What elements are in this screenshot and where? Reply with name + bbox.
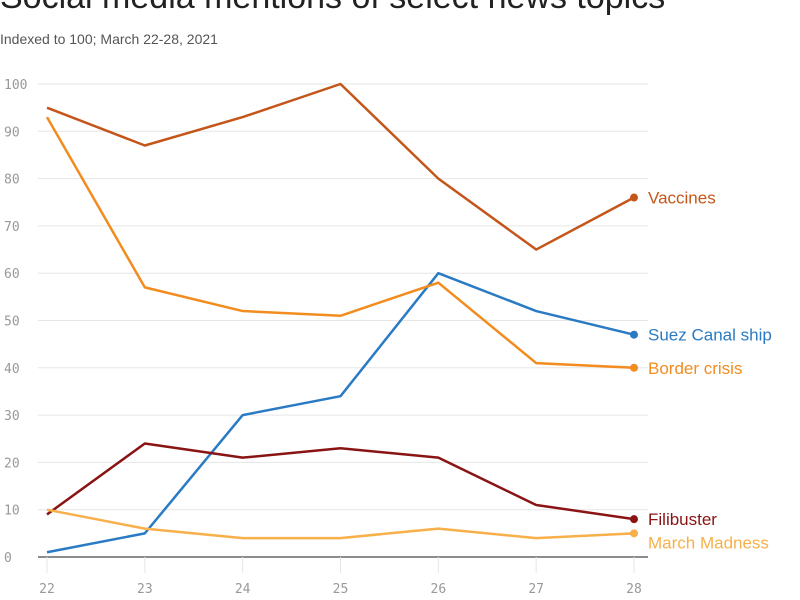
y-tick-label: 100 xyxy=(4,78,27,93)
series-end-marker xyxy=(630,193,638,202)
x-tick-label: 23 xyxy=(137,582,153,597)
y-tick-label: 50 xyxy=(4,315,20,330)
x-tick-label: 24 xyxy=(235,582,251,597)
series-end-marker xyxy=(630,363,638,372)
series-end-marker xyxy=(630,529,638,538)
series-label: Filibuster xyxy=(648,510,717,529)
series-label: Suez Canal ship xyxy=(648,326,772,345)
series-line-suez-canal-ship xyxy=(46,271,635,554)
y-tick-label: 90 xyxy=(4,125,20,140)
series-line-border-crisis xyxy=(45,116,635,370)
chart-title: Social media mentions of select news top… xyxy=(0,0,665,17)
series-line-march-madness xyxy=(46,508,635,540)
series-label: Border crisis xyxy=(648,359,742,378)
x-tick-label: 22 xyxy=(39,582,55,597)
y-tick-label: 20 xyxy=(4,456,20,471)
y-tick-label: 60 xyxy=(4,267,20,282)
y-tick-label: 40 xyxy=(4,362,20,377)
series-line-filibuster xyxy=(46,442,635,521)
series-line-vaccines xyxy=(46,82,635,251)
x-tick-label: 28 xyxy=(626,582,642,597)
y-tick-label: 0 xyxy=(4,551,12,566)
x-tick-label: 27 xyxy=(528,582,544,597)
series-end-marker xyxy=(630,515,638,524)
y-tick-label: 10 xyxy=(4,504,20,519)
y-tick-label: 70 xyxy=(4,220,20,235)
x-tick-label: 25 xyxy=(333,582,349,597)
series-label: March Madness xyxy=(648,533,769,552)
series-label: Vaccines xyxy=(648,189,716,208)
x-tick-label: 26 xyxy=(431,582,447,597)
chart-subtitle: Indexed to 100; March 22-28, 2021 xyxy=(0,31,218,47)
y-tick-label: 30 xyxy=(4,409,20,424)
y-tick-label: 80 xyxy=(4,173,20,188)
series-end-marker xyxy=(630,330,638,339)
